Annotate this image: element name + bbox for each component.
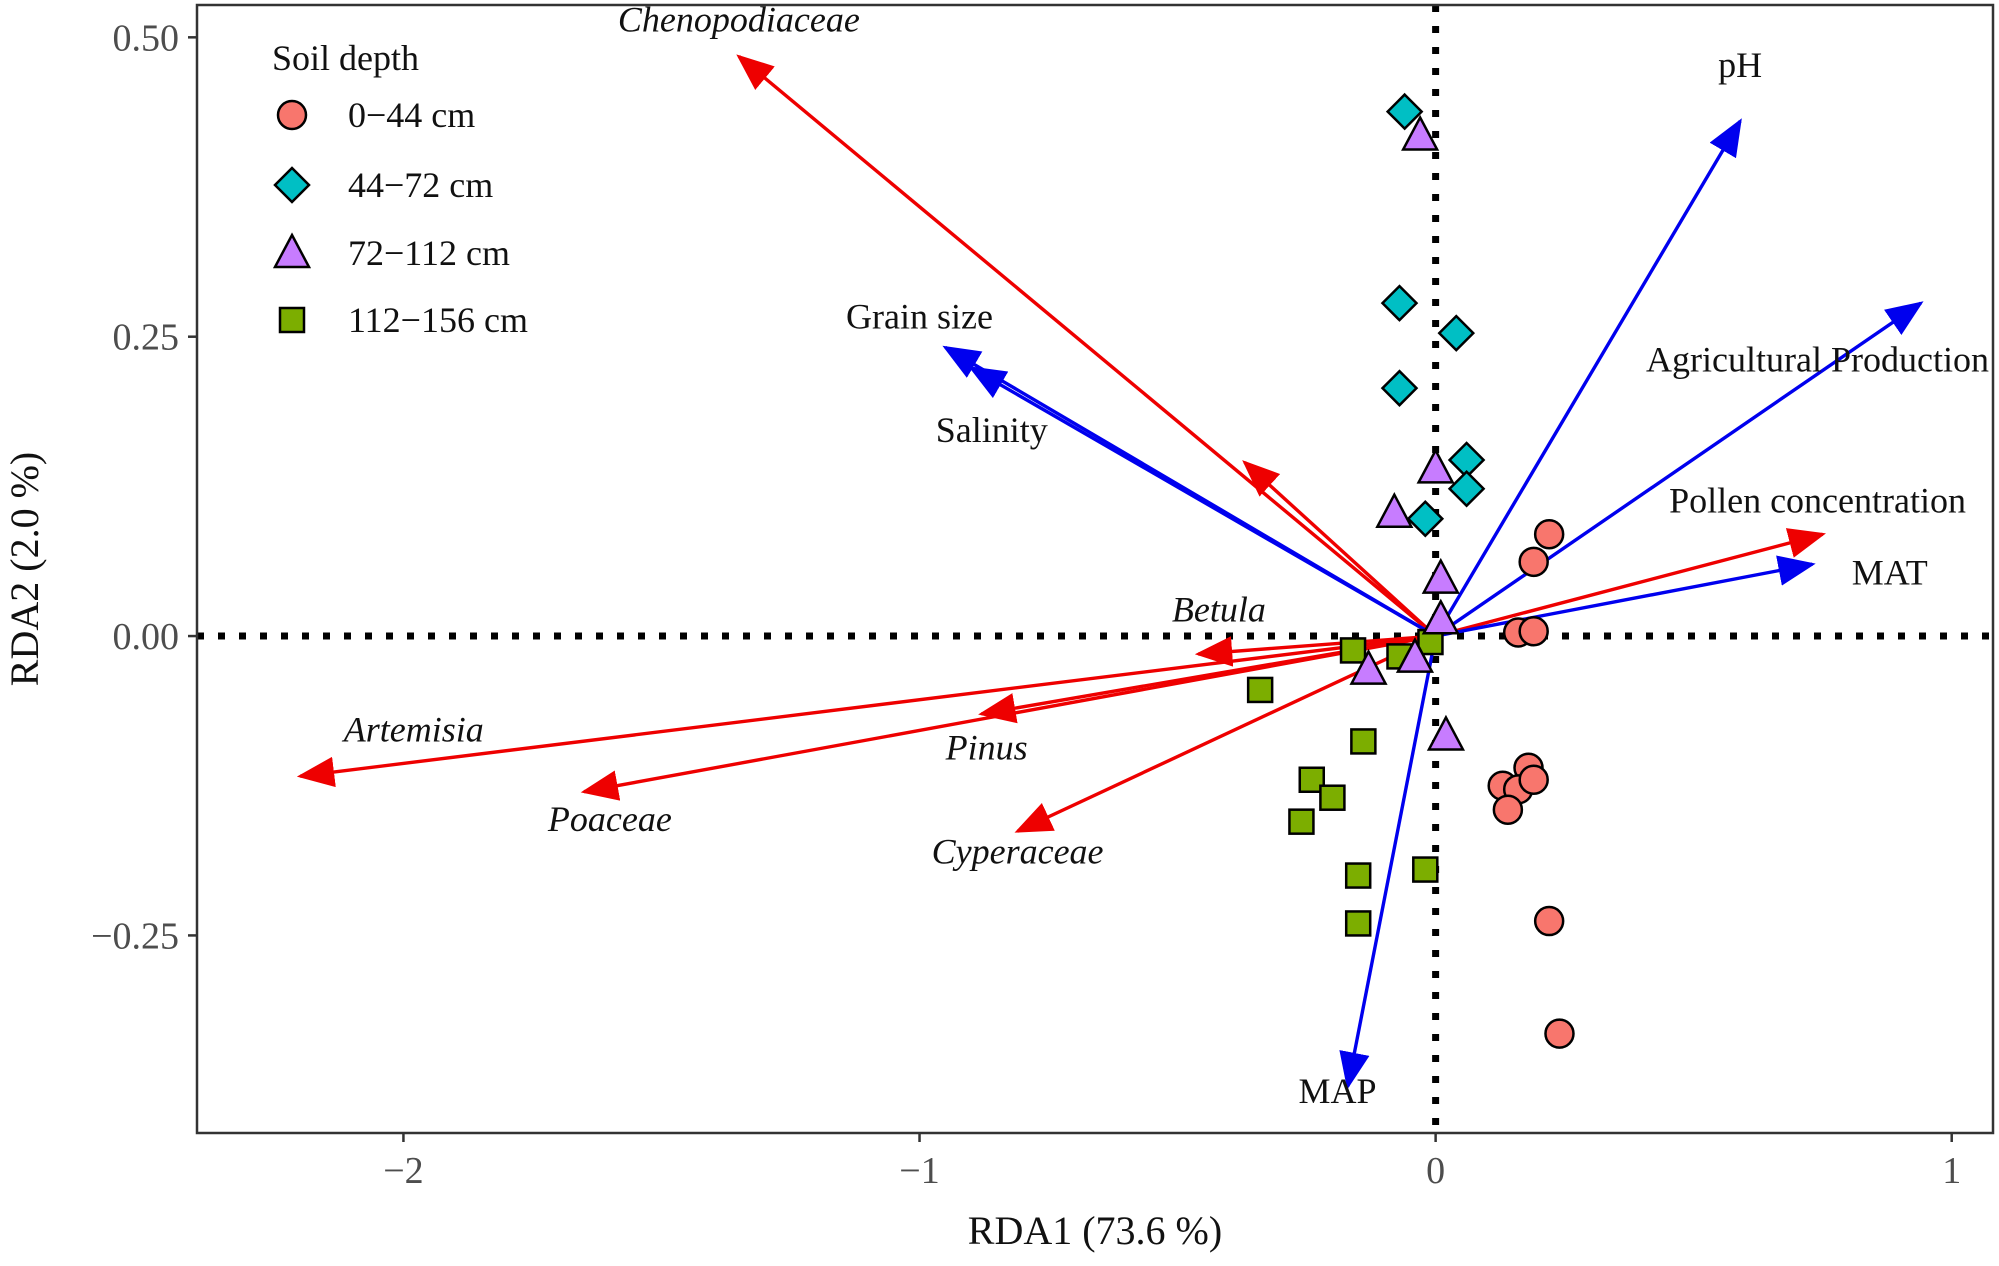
x-axis-title: RDA1 (73.6 %) <box>968 1208 1222 1253</box>
y-tick-label: 0.50 <box>113 17 180 59</box>
arrow <box>1435 555 1816 638</box>
legend: Soil depth 0−44 cm 44−72 cm 72−112 cm 11… <box>272 38 528 340</box>
legend-item-label: 44−72 cm <box>348 165 493 205</box>
y-tick-label: 0.25 <box>113 317 180 359</box>
legend-key <box>276 99 308 131</box>
data-point <box>1533 905 1565 937</box>
arrow-label-layer: Chenopodiaceae Betula Artemisia Pinus Poacea… <box>342 0 1989 1111</box>
data-point <box>1518 546 1549 578</box>
data-point <box>1416 447 1455 484</box>
arrow-label: Grain size <box>846 296 993 336</box>
legend-item-label: 72−112 cm <box>348 233 510 273</box>
arrow-label: Betula <box>1172 590 1266 630</box>
arrow-label: MAP <box>1299 1071 1377 1111</box>
arrow-label: pH <box>1718 45 1762 85</box>
arrow <box>1434 118 1742 637</box>
data-point <box>1344 862 1372 889</box>
data-point <box>1319 784 1346 811</box>
data-point <box>1385 92 1424 131</box>
arrow <box>580 634 1436 801</box>
data-point <box>1375 492 1414 528</box>
data-point <box>1421 598 1460 635</box>
y-tick-label: −0.25 <box>91 915 179 957</box>
arrow-label: Agricultural Production <box>1646 339 1989 379</box>
arrow <box>736 54 1437 638</box>
arrow <box>1434 301 1924 638</box>
arrow <box>296 634 1436 788</box>
legend-key <box>273 166 311 204</box>
legend-key <box>272 232 312 269</box>
arrow <box>1435 528 1826 638</box>
legend-item-label: 112−156 cm <box>348 300 528 340</box>
plot-panel-border <box>195 3 1995 1135</box>
arrow-label: Pinus <box>945 727 1028 767</box>
x-tick-label: 1 <box>1942 1150 1961 1192</box>
legend-item-label: 0−44 cm <box>348 95 475 135</box>
data-point <box>1406 499 1445 538</box>
data-point <box>1533 519 1565 550</box>
y-axis-title: RDA2 (2.0 %) <box>2 452 47 686</box>
arrow-layer <box>296 54 1924 1090</box>
legend-key <box>278 306 306 334</box>
data-point <box>1288 808 1315 835</box>
data-point <box>1246 676 1274 704</box>
legend-title: Soil depth <box>272 38 419 78</box>
arrow-label: Chenopodiaceae <box>618 0 860 39</box>
legend-keys <box>272 99 312 334</box>
arrow-label: Pollen concentration <box>1669 481 1966 521</box>
data-point <box>1380 369 1419 407</box>
arrow <box>968 366 1437 638</box>
data-point <box>1518 616 1549 647</box>
arrow-label: Salinity <box>936 410 1048 450</box>
data-point <box>1437 314 1476 352</box>
x-tick-label: −2 <box>383 1150 423 1192</box>
data-point <box>1447 470 1486 508</box>
data-point <box>1518 764 1549 796</box>
y-tick-label: 0.00 <box>113 616 180 658</box>
data-point <box>1412 856 1439 883</box>
arrow <box>1242 460 1437 638</box>
point-layer <box>1246 92 1575 1049</box>
arrow-label: MAT <box>1852 553 1928 593</box>
data-point <box>1401 114 1440 151</box>
data-point <box>1350 728 1377 755</box>
data-point <box>1426 714 1466 751</box>
x-tick-label: −1 <box>899 1150 939 1192</box>
x-axis-ticks: −2 −1 0 1 <box>383 1133 1961 1192</box>
x-tick-label: 0 <box>1426 1150 1445 1192</box>
data-point <box>1395 636 1435 673</box>
data-point <box>1421 557 1460 594</box>
data-point <box>1544 1018 1575 1049</box>
data-point <box>1492 794 1524 825</box>
y-axis-ticks: 0.50 0.25 0.00 −0.25 <box>91 17 197 957</box>
arrow <box>1339 635 1438 1090</box>
arrow-label: Poaceae <box>547 799 672 839</box>
arrow <box>1194 634 1436 667</box>
data-point <box>1344 910 1372 937</box>
arrow-label: Cyperaceae <box>932 832 1104 872</box>
arrow-label: Artemisia <box>342 709 484 749</box>
data-point <box>1349 648 1388 685</box>
data-point <box>1380 284 1419 322</box>
data-point <box>1339 637 1367 664</box>
